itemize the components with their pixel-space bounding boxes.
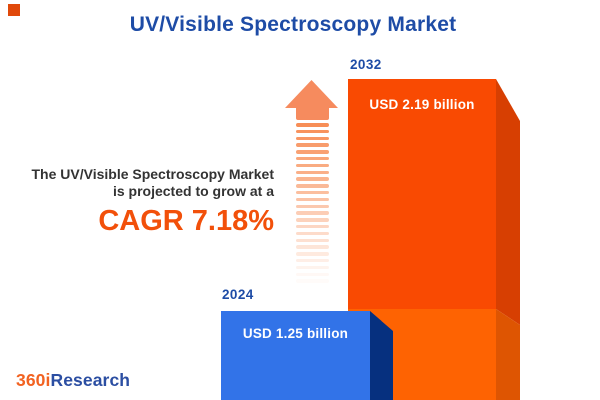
growth-arrow-dash: [296, 245, 329, 249]
brand-logo: 360iResearch: [16, 370, 130, 391]
growth-arrow-dash: [296, 184, 329, 188]
growth-arrow-dash: [296, 177, 329, 181]
value-label-2024: USD 1.25 billion: [242, 326, 349, 341]
growth-arrow-stem: [296, 106, 329, 120]
growth-arrow-dash: [296, 197, 329, 202]
year-label-2032: 2032: [350, 57, 382, 72]
growth-arrow-dash: [296, 238, 329, 243]
tagline-block: The UV/Visible Spectroscopy Market is pr…: [0, 166, 275, 237]
bar-2032-side-upper: [496, 79, 520, 325]
growth-arrow-dash: [296, 170, 329, 175]
growth-arrow-dash: [296, 129, 329, 134]
growth-arrow-dash: [296, 136, 329, 141]
bar-2032-front-upper: [348, 79, 496, 309]
growth-arrow-dash: [296, 258, 329, 263]
tagline-line-1: The UV/Visible Spectroscopy Market: [31, 166, 275, 182]
cagr-value: CAGR 7.18%: [98, 205, 274, 237]
growth-arrow-dash: [296, 224, 329, 229]
year-label-2024: 2024: [222, 287, 254, 302]
growth-arrow-dash: [296, 143, 329, 147]
growth-arrow-dash: [296, 252, 329, 256]
growth-arrow-dash: [296, 265, 329, 270]
bar-2032-side-lower: [496, 309, 520, 400]
growth-arrow-dash: [296, 231, 329, 236]
growth-arrow-dash: [296, 272, 329, 277]
corner-accent-square: [8, 4, 20, 16]
growth-arrow-dash: [296, 190, 329, 195]
brand-logo-360i: 360i: [16, 370, 51, 390]
brand-logo-research: Research: [50, 370, 131, 390]
value-label-2032: USD 2.19 billion: [369, 97, 475, 112]
growth-arrow-dash: [296, 163, 329, 168]
chart-title: UV/Visible Spectroscopy Market: [129, 13, 457, 36]
growth-arrow-dashes: [296, 123, 329, 286]
tagline-line-2: is projected to grow at a: [112, 183, 274, 199]
bar-2024-front: [221, 311, 370, 400]
growth-arrow-dash: [296, 156, 329, 161]
growth-arrow-dash: [296, 204, 329, 209]
growth-arrow-dash: [296, 218, 329, 222]
growth-arrow-dash: [296, 123, 329, 127]
growth-arrow-dash: [296, 211, 329, 215]
growth-arrow-dash: [296, 150, 329, 154]
bar-2024-side: [370, 311, 393, 400]
